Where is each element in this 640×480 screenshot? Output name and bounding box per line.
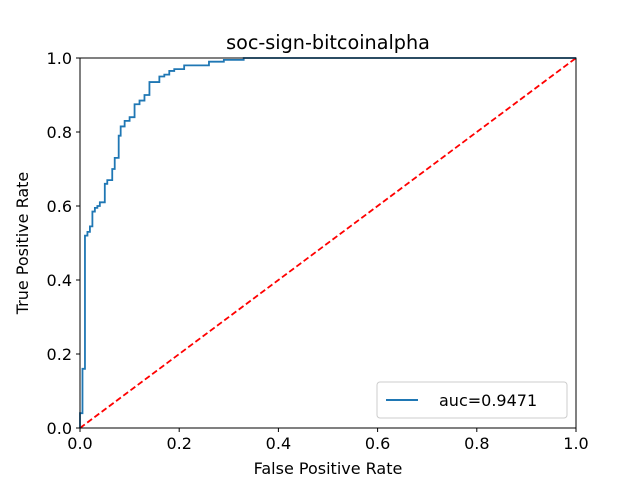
x-tick-label: 0.2 — [166, 434, 191, 453]
y-tick-label: 0.0 — [47, 419, 72, 438]
x-tick-label: 0.0 — [67, 434, 92, 453]
axes-frame — [79, 57, 577, 429]
y-tick-label: 0.4 — [47, 271, 72, 290]
legend: auc=0.9471 — [376, 381, 568, 419]
y-axis-ticks: 0.0 0.2 0.4 0.6 0.8 1.0 — [47, 49, 80, 438]
y-axis-label: True Positive Rate — [13, 172, 32, 316]
chart-title: soc-sign-bitcoinalpha — [226, 31, 430, 54]
legend-frame — [376, 381, 568, 419]
y-tick-label: 1.0 — [47, 49, 72, 68]
x-tick-label: 0.6 — [365, 434, 390, 453]
x-tick-label: 0.4 — [266, 434, 291, 453]
x-tick-label: 0.8 — [464, 434, 489, 453]
series-layer — [79, 57, 577, 429]
y-tick-label: 0.8 — [47, 123, 72, 142]
x-axis-ticks: 0.0 0.2 0.4 0.6 0.8 1.0 — [67, 428, 589, 453]
x-axis-label: False Positive Rate — [254, 459, 403, 478]
y-tick-label: 0.2 — [47, 345, 72, 364]
series-line-chance-diagonal — [79, 57, 577, 429]
y-tick-label: 0.6 — [47, 197, 72, 216]
x-tick-label: 1.0 — [563, 434, 588, 453]
legend-label-auc: auc=0.9471 — [439, 391, 537, 410]
series-line-roc-curve — [79, 57, 576, 428]
plot-area: 0.0 0.2 0.4 0.6 0.8 1.0 0.0 0.2 0.4 0.6 0.8 1.0 — [47, 49, 589, 453]
